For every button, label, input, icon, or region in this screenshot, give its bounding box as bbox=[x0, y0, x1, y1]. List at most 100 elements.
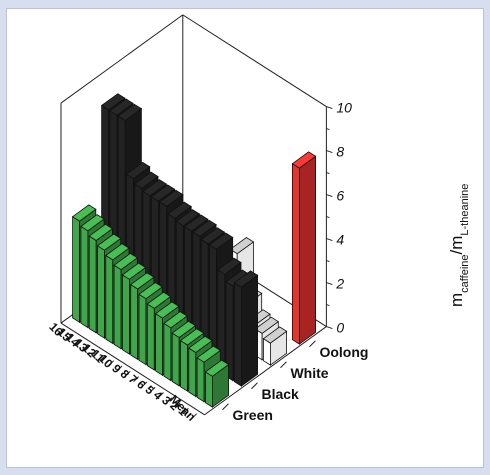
category-label-black: Black bbox=[261, 386, 299, 402]
y-axis-title: mcaffeine/mL-theanine bbox=[447, 184, 471, 307]
category-tick bbox=[309, 340, 316, 348]
y-minor-tick bbox=[326, 304, 330, 307]
y-tick-label: 4 bbox=[336, 232, 344, 248]
bar-top bbox=[192, 219, 217, 237]
bar-top bbox=[134, 171, 159, 189]
bar-top bbox=[71, 204, 97, 222]
bar-top bbox=[196, 345, 222, 363]
bar-top bbox=[88, 223, 114, 241]
bar-front bbox=[163, 322, 172, 382]
sample-tick bbox=[83, 344, 90, 351]
y-tick-label: 8 bbox=[336, 144, 344, 160]
chart-frame: 0 2 4 6 8 10 mcaffeine/mL-theanine Green Black Wh… bbox=[6, 8, 484, 468]
bar-top bbox=[121, 262, 147, 280]
3d-bar-chart: 0 2 4 6 8 10 mcaffeine/mL-theanine Green Black Wh… bbox=[46, 14, 471, 424]
bar-top bbox=[167, 201, 192, 219]
bar-top bbox=[188, 335, 213, 353]
bar-white bbox=[262, 326, 288, 366]
bar-top bbox=[183, 214, 209, 232]
bar-top bbox=[154, 301, 180, 319]
bar-top bbox=[109, 98, 134, 116]
sample-tick bbox=[149, 386, 156, 393]
wall-top-left bbox=[60, 14, 184, 104]
y-tick-label: 2 bbox=[335, 276, 344, 292]
sample-tick bbox=[158, 392, 164, 398]
category-tick bbox=[222, 403, 229, 411]
floor-edge-right bbox=[204, 326, 327, 416]
y-tick bbox=[326, 326, 333, 330]
bars-layer bbox=[71, 93, 317, 408]
sample-tick bbox=[108, 360, 115, 367]
bar-front bbox=[97, 245, 105, 339]
bar-top bbox=[233, 270, 259, 288]
sample-tick bbox=[75, 339, 81, 345]
y-tick bbox=[326, 150, 333, 154]
sample-tick bbox=[58, 328, 65, 335]
bar-front bbox=[88, 235, 97, 334]
bar-front bbox=[146, 303, 155, 371]
category-label-white: White bbox=[290, 365, 328, 381]
wall-top-right bbox=[182, 14, 327, 108]
bar-top bbox=[146, 291, 172, 309]
bar-front bbox=[180, 339, 188, 392]
y-tick bbox=[326, 282, 333, 286]
bar-front bbox=[171, 332, 180, 387]
bar-side bbox=[298, 155, 317, 345]
y-tick bbox=[326, 194, 333, 198]
bar-front bbox=[188, 347, 197, 398]
bar-front bbox=[130, 283, 139, 361]
bar-top bbox=[142, 179, 168, 197]
bar-top bbox=[262, 326, 288, 344]
category-label-green: Green bbox=[232, 407, 272, 423]
y-tick-label: 10 bbox=[336, 100, 352, 116]
bar-front bbox=[80, 225, 89, 329]
sample-tick bbox=[141, 381, 148, 388]
bar-top bbox=[129, 272, 155, 290]
bar-front bbox=[122, 274, 130, 355]
bar-front bbox=[105, 254, 114, 345]
bar-front bbox=[72, 215, 80, 324]
y-tick-label: 6 bbox=[336, 188, 344, 204]
bar-front bbox=[291, 162, 300, 345]
bar-black bbox=[233, 270, 259, 387]
y-minor-tick bbox=[326, 260, 330, 263]
sample-tick bbox=[66, 333, 73, 340]
sample-tick bbox=[116, 365, 123, 372]
bar-oolong bbox=[291, 151, 317, 345]
bar-top bbox=[96, 233, 122, 251]
sample-tick bbox=[183, 408, 189, 414]
bar-top bbox=[217, 257, 242, 275]
y-minor-tick bbox=[326, 128, 330, 131]
bar-top bbox=[117, 103, 143, 121]
bar-top bbox=[175, 209, 201, 227]
bar-top bbox=[291, 151, 317, 169]
bar-top bbox=[113, 252, 139, 271]
bar-front bbox=[113, 264, 122, 350]
bar-front bbox=[204, 371, 213, 408]
bar-top bbox=[105, 243, 130, 261]
bar-top bbox=[179, 328, 205, 346]
sample-tick bbox=[166, 397, 173, 404]
floor-edge-front bbox=[60, 322, 205, 416]
category-tick bbox=[280, 361, 287, 369]
sample-tick bbox=[174, 402, 181, 409]
y-tick bbox=[326, 106, 333, 110]
sample-tick bbox=[91, 349, 98, 356]
bar-top bbox=[200, 227, 226, 245]
category-label-oolong: Oolong bbox=[319, 344, 368, 360]
bar-front bbox=[196, 357, 205, 403]
y-minor-tick bbox=[326, 216, 330, 219]
bar-top bbox=[208, 232, 234, 250]
sample-tick bbox=[100, 355, 106, 361]
bar-front bbox=[138, 293, 147, 366]
bar-top bbox=[138, 282, 163, 300]
sample-tick bbox=[133, 376, 139, 382]
sample-tick bbox=[124, 370, 131, 377]
y-minor-tick bbox=[326, 172, 330, 175]
bar-top bbox=[163, 311, 188, 329]
bar-top bbox=[100, 93, 126, 111]
bar-side bbox=[240, 274, 259, 387]
bar-top bbox=[80, 214, 105, 232]
bar-top bbox=[171, 320, 197, 338]
bar-green bbox=[204, 359, 230, 408]
